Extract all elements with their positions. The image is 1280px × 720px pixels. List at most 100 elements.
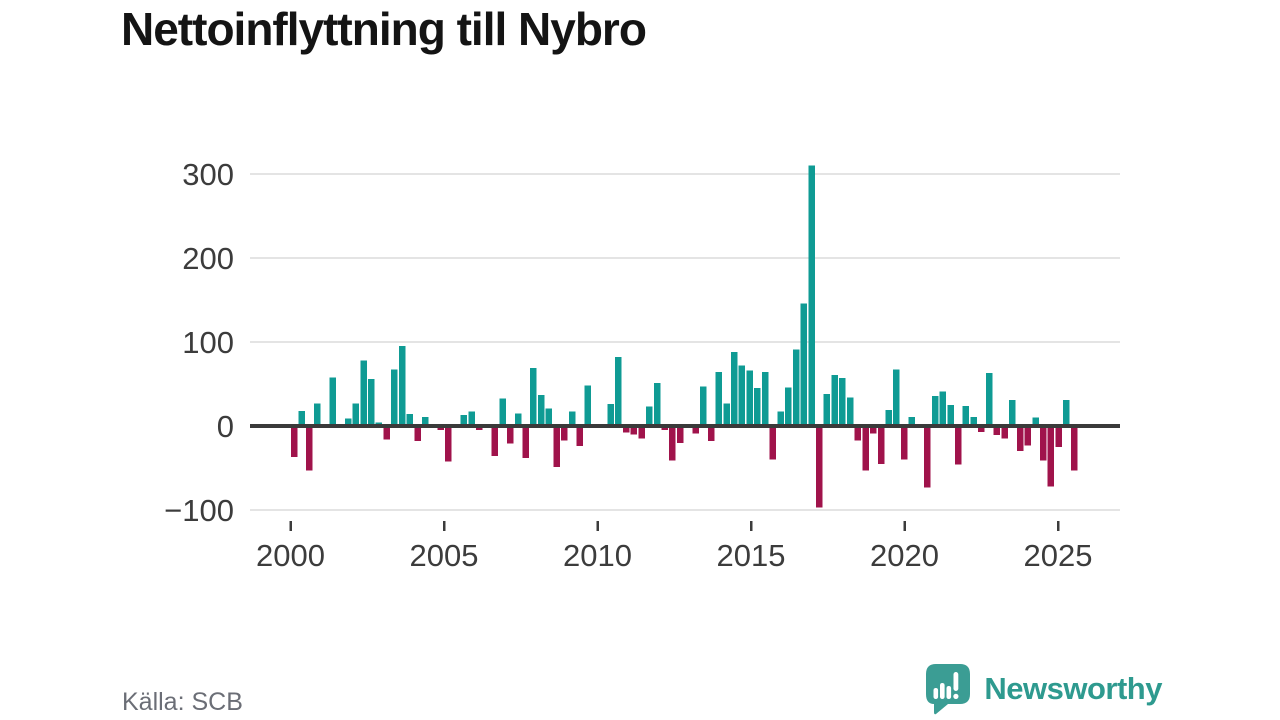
- bar-2015Q2: [761, 372, 769, 426]
- bar-2024Q1: [1032, 417, 1039, 426]
- zero-axis-line: [250, 424, 1120, 428]
- gridline: [250, 173, 1120, 175]
- x-tick-label: 2020: [870, 538, 939, 573]
- bar-2017Q2: [823, 394, 831, 426]
- bar-2011Q2: [638, 426, 645, 439]
- bar-2013Q1: [692, 426, 699, 434]
- bar-2004Q4: [437, 426, 445, 431]
- bar-2024Q3: [1047, 426, 1055, 487]
- bar-2006Q1: [476, 426, 483, 431]
- x-tick-mark: [903, 521, 906, 531]
- bar-2021Q2: [947, 405, 954, 426]
- bar-2000Q2: [298, 410, 305, 426]
- chart-title: Nettoinflyttning till Nybro: [121, 3, 647, 55]
- bar-2018Q4: [870, 426, 877, 434]
- x-tick-label: 2010: [563, 538, 632, 573]
- x-tick-label: 2005: [410, 538, 479, 573]
- bar-2013Q2: [700, 386, 707, 426]
- bar-2008Q2: [545, 408, 553, 426]
- x-tick-mark: [289, 521, 292, 531]
- bar-2011Q4: [653, 383, 661, 426]
- bar-2023Q1: [1001, 426, 1008, 439]
- bar-2006Q3: [491, 426, 499, 457]
- bar-2007Q4: [530, 368, 537, 426]
- bar-2018Q3: [862, 426, 869, 471]
- bar-2019Q2: [885, 410, 892, 426]
- bar-2014Q4: [746, 370, 753, 426]
- bar-2016Q1: [785, 387, 792, 426]
- bar-2007Q3: [522, 426, 529, 458]
- bar-2018Q1: [846, 397, 854, 426]
- bar-2001Q2: [329, 377, 336, 426]
- gridline: [250, 509, 1120, 511]
- x-tick-label: 2000: [256, 538, 325, 573]
- x-tick-mark: [442, 521, 446, 531]
- source-note: Källa: SCB: [122, 688, 243, 716]
- x-tick-label: 2015: [717, 538, 786, 573]
- bar-2013Q3: [707, 426, 715, 442]
- bar-2023Q2: [1009, 399, 1016, 426]
- bar-2014Q3: [738, 365, 746, 426]
- bar-2001Q4: [344, 418, 352, 426]
- bar-2011Q3: [646, 406, 653, 426]
- x-tick-label: 2025: [1024, 538, 1093, 573]
- brand-footer: Newsworthy: [924, 663, 1162, 715]
- bar-2020Q1: [908, 416, 916, 426]
- gridline: [250, 341, 1120, 343]
- bar-2003Q2: [391, 369, 398, 426]
- bar-2015Q3: [769, 426, 777, 460]
- y-tick-label: 0: [217, 409, 234, 444]
- bar-2017Q3: [831, 374, 838, 426]
- bar-2009Q3: [584, 385, 591, 426]
- bar-2022Q2: [978, 426, 985, 432]
- bar-2016Q3: [800, 303, 808, 426]
- bar-2014Q2: [731, 352, 738, 426]
- bar-2013Q4: [715, 372, 723, 426]
- bar-2012Q1: [661, 426, 668, 431]
- bar-2014Q1: [723, 403, 730, 426]
- bar-2015Q1: [754, 388, 761, 426]
- bar-2000Q1: [290, 426, 298, 458]
- bar-2015Q4: [777, 411, 784, 426]
- bar-2004Q2: [422, 416, 429, 426]
- bar-2005Q4: [468, 411, 475, 426]
- y-tick-label: −100: [164, 493, 234, 528]
- bar-2004Q1: [414, 426, 421, 442]
- bar-2008Q3: [553, 426, 560, 468]
- x-tick-mark: [1056, 521, 1060, 531]
- bar-2009Q2: [576, 426, 584, 447]
- bar-2017Q4: [839, 378, 846, 426]
- bar-2016Q4: [808, 165, 815, 426]
- bar-2009Q1: [568, 411, 576, 426]
- bar-2021Q1: [939, 391, 947, 426]
- bar-2025Q2: [1070, 426, 1078, 471]
- x-tick-mark: [749, 521, 753, 531]
- bar-2012Q2: [669, 426, 676, 461]
- bar-2023Q3: [1016, 426, 1024, 452]
- bar-2005Q3: [460, 415, 468, 426]
- bar-2002Q3: [367, 378, 375, 426]
- bar-2010Q4: [622, 426, 630, 433]
- bar-2019Q3: [893, 369, 900, 426]
- bar-2002Q1: [352, 403, 360, 426]
- bar-2002Q2: [360, 360, 367, 426]
- bar-2008Q1: [537, 394, 545, 426]
- bar-2000Q4: [313, 403, 321, 426]
- bar-2021Q4: [962, 405, 970, 426]
- bar-2005Q1: [445, 426, 452, 462]
- brand-wordmark: Newsworthy: [984, 671, 1162, 706]
- bar-2007Q1: [507, 426, 514, 444]
- y-tick-label: 100: [182, 325, 234, 360]
- bar-2025Q1: [1063, 399, 1070, 426]
- bar-2010Q3: [615, 357, 622, 426]
- bar-2003Q3: [398, 346, 406, 426]
- gridline: [250, 257, 1120, 259]
- bar-2007Q2: [514, 413, 522, 426]
- bar-2021Q3: [955, 426, 962, 465]
- bar-2012Q3: [676, 426, 684, 443]
- bar-2019Q1: [877, 426, 885, 464]
- bar-2022Q3: [985, 373, 993, 426]
- bar-2017Q1: [815, 426, 823, 508]
